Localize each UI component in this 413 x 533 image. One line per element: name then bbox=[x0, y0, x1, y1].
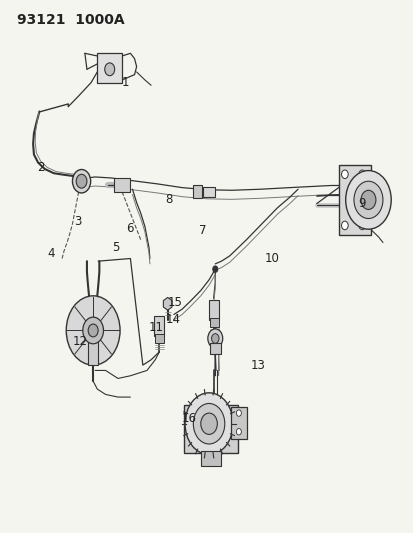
Circle shape bbox=[88, 324, 98, 337]
Text: 93121  1000A: 93121 1000A bbox=[17, 13, 124, 27]
Text: 13: 13 bbox=[250, 359, 265, 372]
Text: 4: 4 bbox=[47, 247, 55, 260]
Bar bbox=[88, 330, 98, 365]
Bar bbox=[209, 300, 219, 320]
Circle shape bbox=[236, 410, 241, 416]
Text: 6: 6 bbox=[126, 222, 133, 235]
Text: 11: 11 bbox=[149, 321, 164, 334]
Bar bbox=[184, 405, 237, 453]
Bar bbox=[209, 343, 220, 354]
Text: 2: 2 bbox=[37, 161, 45, 174]
Bar bbox=[155, 334, 163, 343]
Circle shape bbox=[358, 170, 365, 179]
Circle shape bbox=[193, 403, 224, 444]
Polygon shape bbox=[163, 297, 171, 310]
Circle shape bbox=[341, 170, 347, 179]
Circle shape bbox=[83, 317, 103, 344]
Text: 9: 9 bbox=[357, 197, 365, 210]
Text: 12: 12 bbox=[72, 335, 87, 348]
Text: 3: 3 bbox=[74, 215, 82, 228]
Bar bbox=[230, 407, 247, 439]
Circle shape bbox=[104, 63, 114, 76]
Bar bbox=[193, 185, 202, 198]
Circle shape bbox=[236, 429, 241, 435]
Bar bbox=[339, 165, 370, 235]
Circle shape bbox=[72, 169, 90, 193]
Text: 5: 5 bbox=[112, 241, 119, 254]
Bar bbox=[203, 187, 214, 197]
Circle shape bbox=[353, 181, 382, 219]
Circle shape bbox=[200, 413, 217, 434]
Text: 16: 16 bbox=[182, 412, 197, 425]
Circle shape bbox=[345, 171, 390, 229]
Circle shape bbox=[185, 393, 233, 455]
Bar bbox=[154, 316, 164, 336]
Bar bbox=[114, 178, 130, 192]
Text: 14: 14 bbox=[165, 313, 180, 326]
Text: 1: 1 bbox=[122, 76, 129, 89]
Text: 7: 7 bbox=[198, 224, 206, 237]
Bar bbox=[200, 451, 221, 466]
Circle shape bbox=[76, 174, 87, 188]
Circle shape bbox=[358, 221, 365, 230]
Bar bbox=[97, 53, 122, 83]
Circle shape bbox=[360, 190, 375, 209]
Text: 8: 8 bbox=[165, 193, 173, 206]
Circle shape bbox=[207, 329, 222, 348]
Circle shape bbox=[66, 296, 120, 365]
Circle shape bbox=[212, 266, 217, 272]
Text: 10: 10 bbox=[264, 252, 279, 265]
Bar bbox=[210, 318, 218, 327]
Circle shape bbox=[341, 221, 347, 230]
Text: 15: 15 bbox=[167, 296, 182, 309]
Circle shape bbox=[211, 334, 218, 343]
